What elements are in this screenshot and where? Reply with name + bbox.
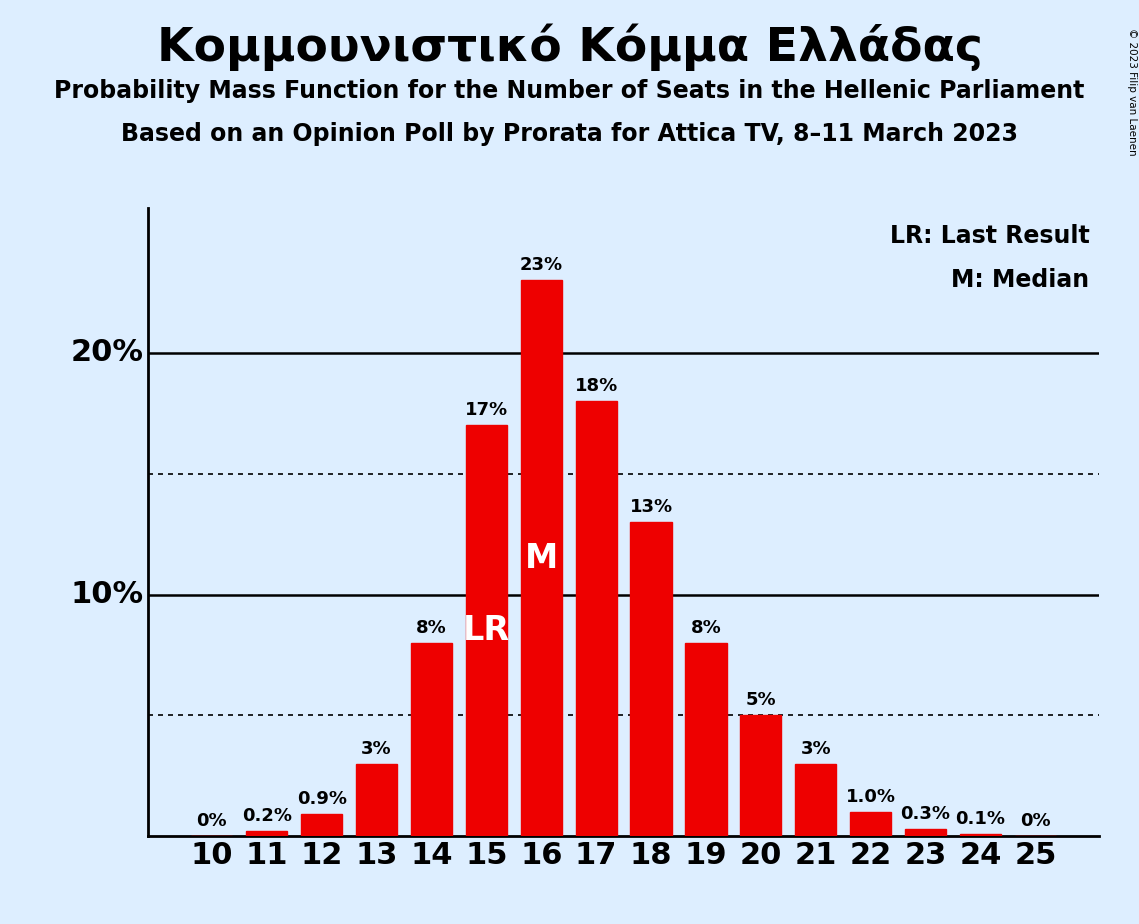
Bar	[795, 764, 836, 836]
Text: 0.2%: 0.2%	[241, 808, 292, 825]
Text: 5%: 5%	[746, 691, 776, 710]
Text: 20%: 20%	[71, 338, 144, 368]
Text: 8%: 8%	[416, 619, 446, 637]
Bar	[850, 812, 891, 836]
Text: 17%: 17%	[465, 401, 508, 419]
Text: 23%: 23%	[519, 256, 563, 274]
Bar	[631, 522, 672, 836]
Text: 10%: 10%	[71, 580, 144, 609]
Text: Based on an Opinion Poll by Prorata for Attica TV, 8–11 March 2023: Based on an Opinion Poll by Prorata for …	[121, 122, 1018, 146]
Text: 0%: 0%	[1021, 812, 1050, 830]
Text: 0.1%: 0.1%	[956, 809, 1006, 828]
Text: 3%: 3%	[361, 740, 392, 758]
Text: M: M	[525, 541, 558, 575]
Text: Κομμουνιστικό Κόμμα Ελλάδας: Κομμουνιστικό Κόμμα Ελλάδας	[156, 23, 983, 70]
Text: © 2023 Filip van Laenen: © 2023 Filip van Laenen	[1126, 28, 1137, 155]
Text: 8%: 8%	[690, 619, 721, 637]
Text: 0%: 0%	[197, 812, 227, 830]
Text: 3%: 3%	[801, 740, 831, 758]
Bar	[466, 425, 507, 836]
Text: Probability Mass Function for the Number of Seats in the Hellenic Parliament: Probability Mass Function for the Number…	[55, 79, 1084, 103]
Text: 18%: 18%	[574, 377, 617, 395]
Bar	[246, 832, 287, 836]
Text: 0.9%: 0.9%	[296, 790, 346, 808]
Text: LR: LR	[462, 614, 510, 648]
Text: M: Median: M: Median	[951, 268, 1090, 292]
Bar	[686, 643, 727, 836]
Text: 13%: 13%	[630, 498, 673, 516]
Bar	[575, 401, 616, 836]
Bar	[411, 643, 452, 836]
Bar	[357, 764, 398, 836]
Bar	[740, 715, 781, 836]
Text: 0.3%: 0.3%	[901, 805, 951, 823]
Bar	[521, 280, 562, 836]
Text: 1.0%: 1.0%	[845, 788, 895, 806]
Bar	[906, 829, 947, 836]
Bar	[960, 833, 1001, 836]
Text: LR: Last Result: LR: Last Result	[890, 224, 1090, 248]
Bar	[301, 814, 342, 836]
